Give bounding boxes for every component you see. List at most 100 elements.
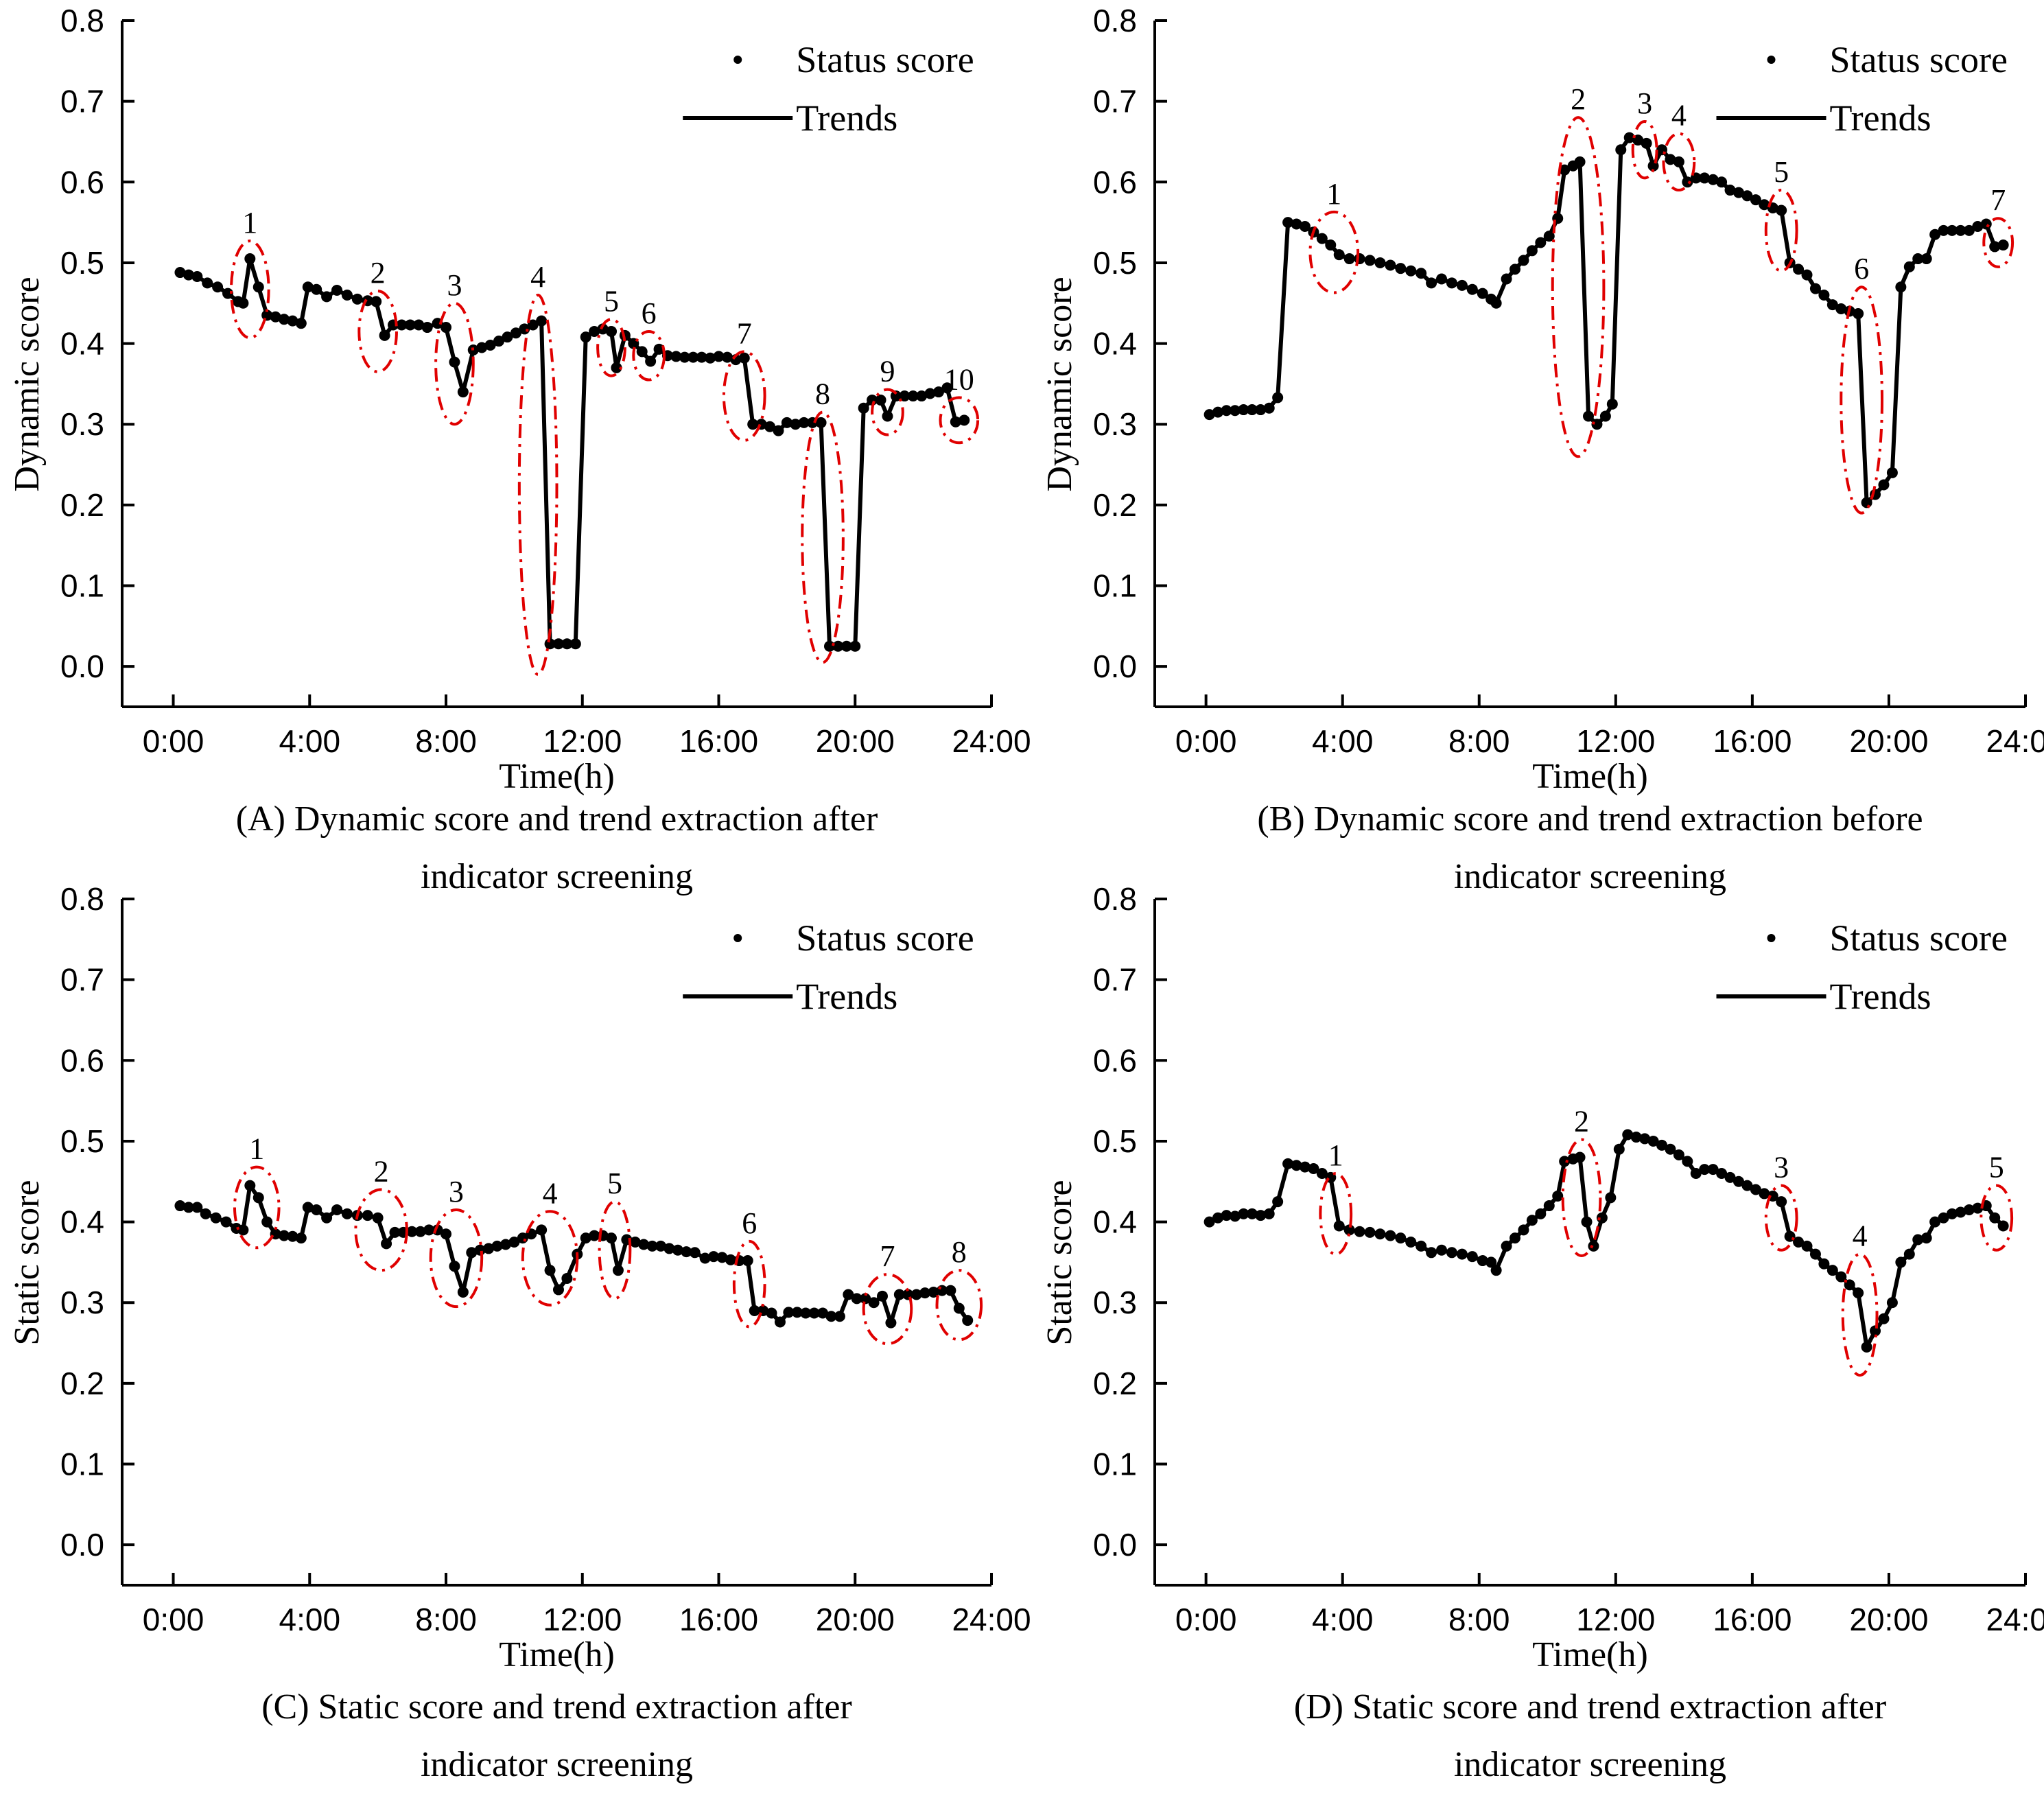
data-point: [1343, 253, 1355, 265]
y-tick-label: 0.5: [1093, 1123, 1137, 1159]
data-point: [636, 346, 648, 358]
data-point: [1466, 283, 1478, 295]
data-point: [1793, 1237, 1805, 1248]
x-tick-label: 4:00: [1312, 723, 1374, 759]
y-tick-label: 0.2: [60, 1366, 104, 1401]
data-point: [1826, 299, 1838, 311]
data-point: [510, 327, 521, 339]
data-point: [843, 1289, 854, 1300]
data-point: [302, 281, 314, 293]
data-point: [222, 288, 234, 299]
data-point: [589, 1230, 600, 1241]
data-point: [716, 1252, 728, 1263]
data-point: [725, 1254, 736, 1265]
data-point: [1501, 1240, 1512, 1252]
data-point: [552, 1284, 564, 1296]
legend-marker-points: [733, 934, 742, 942]
data-point: [1861, 1341, 1872, 1353]
anomaly-ellipse: [862, 1273, 913, 1346]
x-tick-label: 16:00: [679, 723, 758, 759]
data-point: [449, 356, 460, 368]
data-point: [1947, 1208, 1958, 1219]
x-tick-label: 12:00: [1576, 723, 1655, 759]
data-point: [1793, 264, 1805, 275]
legend-label-points: Status score: [796, 917, 974, 959]
data-point: [1405, 265, 1417, 277]
data-point: [1574, 1151, 1586, 1163]
data-point: [950, 416, 961, 428]
data-point: [279, 314, 290, 325]
anomaly-ellipse: [935, 1269, 983, 1342]
data-point: [1801, 269, 1813, 281]
data-point: [681, 1246, 692, 1258]
y-tick-label: 0.2: [1093, 1366, 1137, 1401]
data-point: [911, 1289, 922, 1300]
y-tick-label: 0.3: [60, 406, 104, 442]
data-point: [1299, 221, 1311, 232]
data-point: [1221, 405, 1232, 417]
data-point: [1980, 218, 1992, 230]
data-point: [302, 1202, 314, 1213]
data-point: [1750, 1184, 1761, 1195]
data-point: [536, 315, 548, 327]
data-point: [1212, 1212, 1224, 1224]
data-point: [1750, 194, 1761, 206]
data-point: [1374, 257, 1386, 268]
data-point: [1477, 288, 1488, 299]
data-point: [916, 390, 928, 402]
data-point: [252, 281, 264, 293]
data-point: [1707, 1164, 1719, 1175]
data-point: [705, 352, 716, 364]
anomaly-label: 2: [1571, 82, 1586, 116]
data-point: [798, 417, 810, 428]
data-point: [1446, 1247, 1457, 1259]
legend-marker-points: [1767, 56, 1776, 64]
data-point: [1543, 1200, 1555, 1212]
data-point: [1844, 1279, 1855, 1291]
data-point: [1518, 1224, 1529, 1236]
data-point: [210, 1212, 222, 1224]
data-point: [1776, 1196, 1787, 1208]
data-point: [919, 1287, 931, 1299]
anomaly-label: 4: [530, 260, 545, 294]
legend-label-line: Trends: [796, 976, 897, 1017]
data-point: [295, 318, 307, 329]
data-point: [1870, 1325, 1881, 1337]
y-tick-label: 0.1: [60, 568, 104, 604]
data-point: [237, 1224, 249, 1236]
y-tick-label: 0.6: [60, 1042, 104, 1078]
data-point: [832, 640, 844, 652]
data-point: [1374, 1228, 1386, 1240]
data-point: [1776, 204, 1787, 216]
anomaly-ellipse: [732, 1239, 766, 1329]
data-point: [774, 1316, 786, 1328]
anomaly-label: 4: [543, 1176, 558, 1210]
data-point: [1395, 1232, 1407, 1244]
anomaly-label: 6: [642, 296, 657, 330]
data-point: [663, 1243, 675, 1254]
data-point: [1630, 1132, 1642, 1143]
data-point: [406, 1226, 418, 1237]
data-point: [491, 1240, 503, 1252]
y-tick-label: 0.7: [60, 84, 104, 119]
x-tick-label: 12:00: [543, 723, 622, 759]
data-point: [1238, 1208, 1249, 1219]
x-tick-label: 12:00: [1576, 1602, 1655, 1637]
data-point: [1426, 277, 1437, 289]
anomaly-ellipse: [434, 301, 475, 426]
data-point: [1759, 1188, 1770, 1200]
x-tick-label: 8:00: [1448, 723, 1510, 759]
data-point: [791, 1307, 803, 1318]
y-tick-label: 0.2: [1093, 487, 1137, 523]
y-tick-label: 0.2: [60, 487, 104, 523]
anomaly-ellipse: [722, 350, 766, 442]
data-point: [1682, 1156, 1693, 1167]
data-point: [1920, 253, 1932, 265]
data-point: [1963, 1204, 1975, 1215]
anomaly-ellipse: [1561, 1138, 1602, 1257]
x-tick-label: 16:00: [1713, 1602, 1792, 1637]
data-point: [1246, 1208, 1258, 1219]
data-point: [1308, 1162, 1319, 1174]
data-point: [1436, 273, 1448, 285]
data-point: [1395, 263, 1407, 274]
